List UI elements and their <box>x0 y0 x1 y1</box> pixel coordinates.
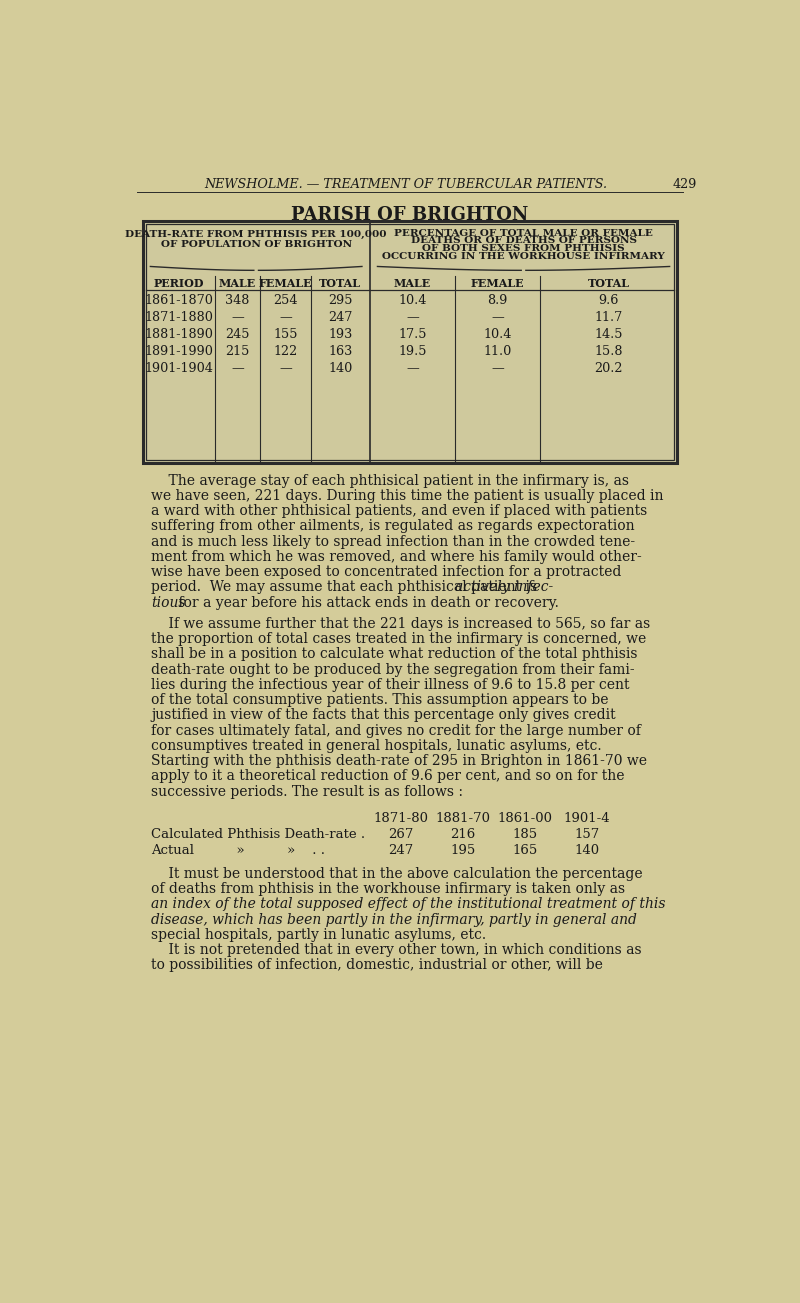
Text: 216: 216 <box>450 827 475 840</box>
Text: period.  We may assume that each phthisical patient is: period. We may assume that each phthisic… <box>151 580 542 594</box>
Text: Actual          »          »    . .: Actual » » . . <box>151 844 325 857</box>
Text: Calculated Phthisis Death-rate .: Calculated Phthisis Death-rate . <box>151 827 366 840</box>
Text: 11.7: 11.7 <box>594 311 623 324</box>
Text: 122: 122 <box>274 345 298 358</box>
Text: 157: 157 <box>574 827 599 840</box>
Text: 140: 140 <box>328 362 352 375</box>
Text: 1861-1870: 1861-1870 <box>144 294 213 308</box>
Text: lies during the infectious year of their illness of 9.6 to 15.8 per cent: lies during the infectious year of their… <box>151 678 630 692</box>
Text: 247: 247 <box>328 311 353 324</box>
Text: tious: tious <box>151 595 186 610</box>
Text: OCCURRING IN THE WORKHOUSE INFIRMARY: OCCURRING IN THE WORKHOUSE INFIRMARY <box>382 251 665 261</box>
Text: 295: 295 <box>328 294 353 308</box>
Text: the proportion of total cases treated in the infirmary is concerned, we: the proportion of total cases treated in… <box>151 632 646 646</box>
Text: consumptives treated in general hospitals, lunatic asylums, etc.: consumptives treated in general hospital… <box>151 739 602 753</box>
Text: PERCENTAGE OF TOTAL MALE OR FEMALE: PERCENTAGE OF TOTAL MALE OR FEMALE <box>394 229 653 237</box>
Text: 1861-00: 1861-00 <box>498 812 552 825</box>
Text: suffering from other ailments, is regulated as regards expectoration: suffering from other ailments, is regula… <box>151 520 634 533</box>
Text: and is much less likely to spread infection than in the crowded tene-: and is much less likely to spread infect… <box>151 534 635 549</box>
Text: DEATH-RATE FROM PHTHISIS PER 100,000: DEATH-RATE FROM PHTHISIS PER 100,000 <box>126 231 387 240</box>
Text: 140: 140 <box>574 844 599 857</box>
Text: 1881-1890: 1881-1890 <box>144 328 213 341</box>
Text: justified in view of the facts that this percentage only gives credit: justified in view of the facts that this… <box>151 709 616 722</box>
Text: 10.4: 10.4 <box>398 294 426 308</box>
Text: —: — <box>279 311 292 324</box>
Text: an index of the total supposed effect of the institutional treatment of this: an index of the total supposed effect of… <box>151 898 666 911</box>
Text: PARISH OF BRIGHTON: PARISH OF BRIGHTON <box>291 206 529 224</box>
Text: FEMALE: FEMALE <box>259 278 313 289</box>
Text: 11.0: 11.0 <box>483 345 512 358</box>
Text: 185: 185 <box>512 827 538 840</box>
Text: death-rate ought to be produced by the segregation from their fami-: death-rate ought to be produced by the s… <box>151 663 634 676</box>
Text: actively infec-: actively infec- <box>455 580 554 594</box>
Text: disease, which has been partly in the infirmary, partly in general and: disease, which has been partly in the in… <box>151 912 637 926</box>
Text: It must be understood that in the above calculation the percentage: It must be understood that in the above … <box>151 866 642 881</box>
Text: —: — <box>406 311 418 324</box>
Text: a ward with other phthisical patients, and even if placed with patients: a ward with other phthisical patients, a… <box>151 504 647 519</box>
Text: 8.9: 8.9 <box>487 294 508 308</box>
Text: 1871-80: 1871-80 <box>373 812 428 825</box>
Text: 254: 254 <box>274 294 298 308</box>
Text: FEMALE: FEMALE <box>470 278 524 289</box>
Text: 215: 215 <box>226 345 250 358</box>
Text: —: — <box>491 362 504 375</box>
Text: 1901-1904: 1901-1904 <box>144 362 213 375</box>
Text: 15.8: 15.8 <box>594 345 623 358</box>
Text: —: — <box>279 362 292 375</box>
Text: 155: 155 <box>274 328 298 341</box>
Text: ment from which he was removed, and where his family would other-: ment from which he was removed, and wher… <box>151 550 642 564</box>
Text: 19.5: 19.5 <box>398 345 426 358</box>
Text: 17.5: 17.5 <box>398 328 426 341</box>
Text: 429: 429 <box>673 179 698 192</box>
Text: we have seen, 221 days. During this time the patient is usually placed in: we have seen, 221 days. During this time… <box>151 489 664 503</box>
Text: 165: 165 <box>512 844 538 857</box>
Text: wise have been exposed to concentrated infection for a protracted: wise have been exposed to concentrated i… <box>151 566 622 579</box>
Text: special hospitals, partly in lunatic asylums, etc.: special hospitals, partly in lunatic asy… <box>151 928 486 942</box>
Text: 14.5: 14.5 <box>594 328 623 341</box>
Text: to possibilities of infection, domestic, industrial or other, will be: to possibilities of infection, domestic,… <box>151 959 603 972</box>
Text: 245: 245 <box>226 328 250 341</box>
Text: It is not pretended that in every other town, in which conditions as: It is not pretended that in every other … <box>151 943 642 958</box>
Text: —: — <box>231 362 244 375</box>
Bar <box>142 222 678 463</box>
Text: 1881-70: 1881-70 <box>435 812 490 825</box>
Text: 193: 193 <box>328 328 352 341</box>
Text: —: — <box>491 311 504 324</box>
Text: 267: 267 <box>388 827 414 840</box>
Text: TOTAL: TOTAL <box>319 278 362 289</box>
Text: 247: 247 <box>388 844 414 857</box>
Text: OF POPULATION OF BRIGHTON: OF POPULATION OF BRIGHTON <box>161 240 352 249</box>
Text: OF BOTH SEXES FROM PHTHISIS: OF BOTH SEXES FROM PHTHISIS <box>422 244 625 253</box>
Text: shall be in a position to calculate what reduction of the total phthisis: shall be in a position to calculate what… <box>151 648 638 662</box>
Text: Starting with the phthisis death-rate of 295 in Brighton in 1861-70 we: Starting with the phthisis death-rate of… <box>151 754 647 769</box>
Text: for a year before his attack ends in death or recovery.: for a year before his attack ends in dea… <box>174 595 559 610</box>
Text: MALE: MALE <box>394 278 431 289</box>
Text: for cases ultimately fatal, and gives no credit for the large number of: for cases ultimately fatal, and gives no… <box>151 723 641 737</box>
Text: 163: 163 <box>328 345 352 358</box>
Text: of deaths from phthisis in the workhouse infirmary is taken only as: of deaths from phthisis in the workhouse… <box>151 882 626 896</box>
Text: NEWSHOLME. — TREATMENT OF TUBERCULAR PATIENTS.: NEWSHOLME. — TREATMENT OF TUBERCULAR PAT… <box>205 179 608 192</box>
Bar <box>146 224 674 460</box>
Text: successive periods. The result is as follows :: successive periods. The result is as fol… <box>151 784 463 799</box>
Text: PERIOD: PERIOD <box>154 278 204 289</box>
Text: 1901-4: 1901-4 <box>563 812 610 825</box>
Text: —: — <box>406 362 418 375</box>
Text: 348: 348 <box>226 294 250 308</box>
Text: 9.6: 9.6 <box>598 294 619 308</box>
Text: 195: 195 <box>450 844 475 857</box>
Text: DEATHS OR OF DEATHS OF PERSONS: DEATHS OR OF DEATHS OF PERSONS <box>410 236 637 245</box>
Text: TOTAL: TOTAL <box>588 278 630 289</box>
Text: The average stay of each phthisical patient in the infirmary is, as: The average stay of each phthisical pati… <box>151 473 629 487</box>
Text: of the total consumptive patients. This assumption appears to be: of the total consumptive patients. This … <box>151 693 609 708</box>
Text: If we assume further that the 221 days is increased to 565, so far as: If we assume further that the 221 days i… <box>151 618 650 631</box>
Text: 1871-1880: 1871-1880 <box>144 311 213 324</box>
Text: apply to it a theoretical reduction of 9.6 per cent, and so on for the: apply to it a theoretical reduction of 9… <box>151 770 625 783</box>
Text: 10.4: 10.4 <box>483 328 512 341</box>
Text: —: — <box>231 311 244 324</box>
Text: MALE: MALE <box>219 278 256 289</box>
Text: 20.2: 20.2 <box>594 362 623 375</box>
Text: 1891-1990: 1891-1990 <box>144 345 213 358</box>
